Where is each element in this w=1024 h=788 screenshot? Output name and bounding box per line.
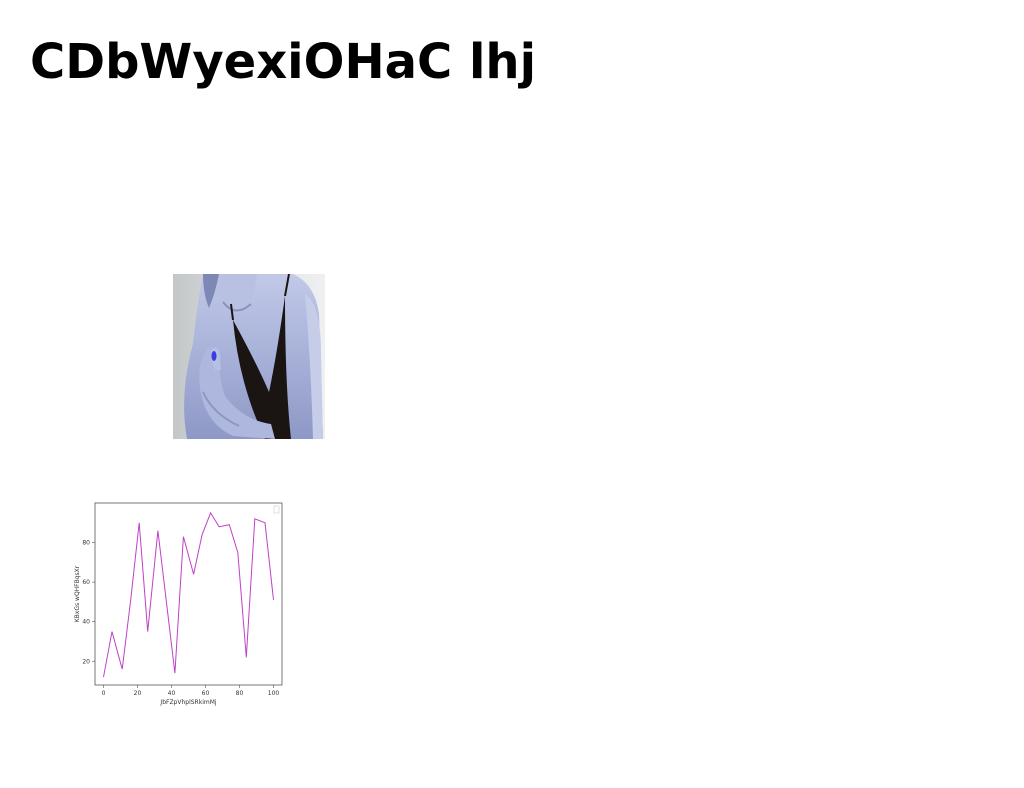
x-tick-label: 60 [202,690,210,697]
line-chart: 0 20 40 60 80 100 20 40 60 80 JbFZpVhplSRkimMj K… [74,502,283,706]
woman-photo-image [173,274,325,439]
x-axis-label: JbFZpVhplSRkimMj [159,699,216,706]
series-line [103,511,274,678]
x-tick-label: 20 [134,690,142,697]
x-tick-label: 100 [268,690,280,697]
legend-box [273,505,280,514]
y-tick-label: 40 [82,619,90,626]
x-tick-label: 40 [168,690,176,697]
x-tick-label: 80 [236,690,244,697]
page-title: CDbWyexiOHaC lhj [30,34,537,90]
y-tick-label: 60 [82,579,90,586]
plot-frame [94,502,283,686]
y-axis: 20 40 60 80 [82,540,95,665]
y-axis-label: KBxGs wQHFBqsXr [74,565,81,622]
x-axis: 0 20 40 60 80 100 [102,685,280,697]
y-tick-label: 20 [82,658,90,665]
series-layer [103,511,274,678]
x-tick-label: 0 [102,690,106,697]
y-tick-label: 80 [82,540,90,547]
woman-photo [173,274,325,439]
